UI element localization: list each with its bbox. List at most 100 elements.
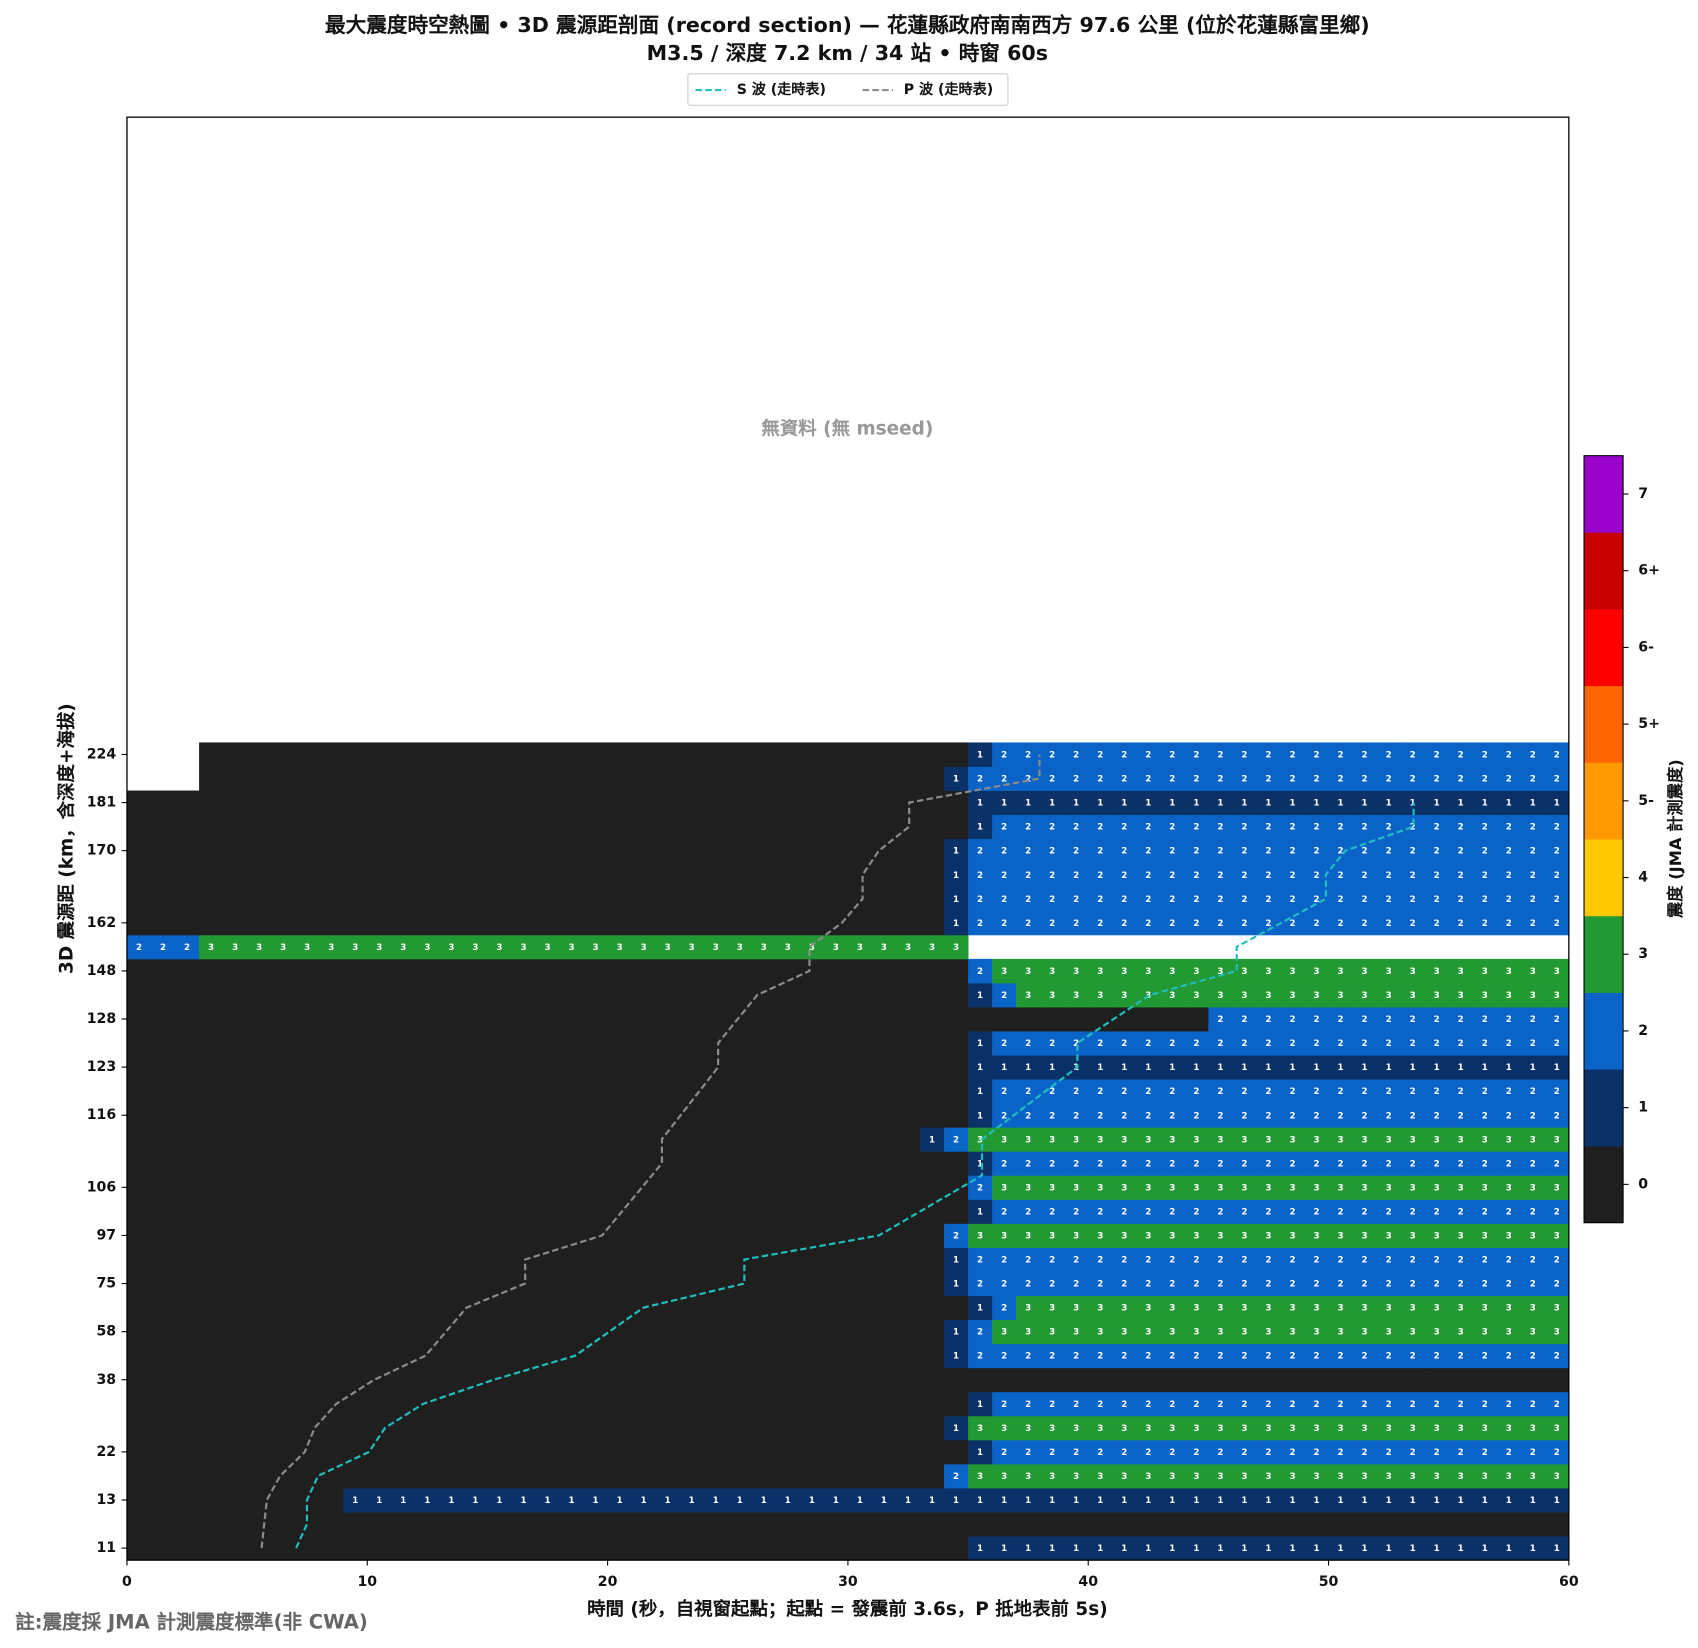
heatmap-cell xyxy=(871,1512,897,1537)
cell-label: 2 xyxy=(1217,871,1223,881)
heatmap-cell xyxy=(895,1512,921,1537)
heatmap-cell xyxy=(1448,1463,1474,1489)
heatmap-cell xyxy=(439,1223,464,1248)
cell-label: 2 xyxy=(1193,1448,1199,1458)
heatmap-cell xyxy=(415,1055,440,1080)
heatmap-cell xyxy=(487,1055,512,1080)
cell-label: 3 xyxy=(809,943,815,953)
cell-label: 2 xyxy=(1530,1039,1536,1049)
heatmap-cell xyxy=(775,934,801,960)
heatmap-cell xyxy=(895,1295,921,1321)
heatmap-cell xyxy=(1136,958,1161,984)
cell-label: 3 xyxy=(1362,1424,1368,1434)
heatmap-cell xyxy=(1064,766,1089,791)
cell-label: 2 xyxy=(1362,1087,1368,1097)
heatmap-cell xyxy=(223,1055,248,1080)
heatmap-cell xyxy=(391,982,416,1008)
heatmap-cell xyxy=(679,814,705,840)
heatmap-cell xyxy=(992,1319,1017,1345)
heatmap-cell xyxy=(1208,814,1233,840)
cell-label: 2 xyxy=(1458,871,1464,881)
heatmap-cell xyxy=(1136,1439,1161,1465)
heatmap-cell xyxy=(944,1006,969,1032)
heatmap-cell xyxy=(631,766,657,791)
heatmap-cell xyxy=(343,1271,368,1297)
heatmap-cell xyxy=(823,1391,849,1417)
heatmap-cell xyxy=(391,1079,416,1104)
heatmap-cell xyxy=(1328,1199,1354,1224)
heatmap-cell xyxy=(1040,958,1065,984)
heatmap-cell xyxy=(920,1415,945,1441)
heatmap-cell xyxy=(751,1439,777,1465)
heatmap-cell xyxy=(1160,1367,1185,1393)
heatmap-cell xyxy=(1424,742,1450,767)
heatmap-cell xyxy=(1088,958,1113,984)
cell-label: 2 xyxy=(1001,1400,1007,1410)
heatmap-cell xyxy=(1208,1151,1233,1176)
heatmap-cell xyxy=(1496,1463,1522,1489)
heatmap-cell xyxy=(631,862,657,888)
cell-label: 1 xyxy=(1458,1496,1464,1506)
cell-label: 3 xyxy=(1482,1424,1488,1434)
cell-label: 1 xyxy=(1265,1496,1271,1506)
heatmap-cell xyxy=(319,790,344,816)
heatmap-cell xyxy=(920,1055,945,1080)
heatmap-cell xyxy=(992,1006,1017,1032)
heatmap-cell xyxy=(1424,1006,1450,1032)
heatmap-cell xyxy=(703,1295,729,1321)
cell-label: 3 xyxy=(1097,1135,1103,1145)
heatmap-cell xyxy=(1520,1343,1546,1369)
heatmap-cell xyxy=(703,1223,729,1248)
heatmap-cell xyxy=(1400,910,1426,936)
heatmap-cell xyxy=(1544,1079,1570,1104)
heatmap-cell xyxy=(1256,790,1281,816)
heatmap-cell xyxy=(1424,1247,1450,1272)
heatmap-cell xyxy=(871,958,897,984)
heatmap-cell xyxy=(1160,1079,1185,1104)
cell-label: 2 xyxy=(1121,1448,1127,1458)
heatmap-cell xyxy=(944,1439,969,1465)
heatmap-cell xyxy=(1184,1439,1209,1465)
heatmap-cell xyxy=(535,910,560,936)
heatmap-cell xyxy=(703,1006,729,1032)
heatmap-cell xyxy=(583,1367,609,1393)
heatmap-cell xyxy=(1064,862,1089,888)
heatmap-cell xyxy=(1160,1536,1185,1561)
cell-label: 2 xyxy=(1386,1448,1392,1458)
heatmap-cell xyxy=(367,1199,392,1224)
heatmap-cell xyxy=(1040,1415,1065,1441)
heatmap-cell xyxy=(751,1391,777,1417)
heatmap-cell xyxy=(992,1343,1017,1369)
cell-label: 2 xyxy=(1289,1400,1295,1410)
cell-label: 2 xyxy=(1362,823,1368,833)
heatmap-cell xyxy=(343,1295,368,1321)
heatmap-cell xyxy=(1376,1536,1402,1561)
heatmap-cell xyxy=(463,1343,488,1369)
heatmap-cell xyxy=(727,742,753,767)
cell-label: 2 xyxy=(1001,1159,1007,1169)
heatmap-cell xyxy=(920,886,945,912)
cell-label: 2 xyxy=(1458,823,1464,833)
cell-label: 2 xyxy=(1362,751,1368,761)
heatmap-cell xyxy=(703,862,729,888)
heatmap-cell xyxy=(1136,1271,1161,1297)
cell-label: 3 xyxy=(1554,1304,1560,1314)
cell-label: 2 xyxy=(1145,1400,1151,1410)
heatmap-cell xyxy=(463,1031,488,1056)
heatmap-cell xyxy=(223,1223,248,1248)
heatmap-cell xyxy=(1208,1271,1233,1297)
heatmap-cell xyxy=(823,910,849,936)
x-tick-label: 40 xyxy=(1078,1574,1098,1590)
heatmap-cell xyxy=(271,766,296,791)
heatmap-cell xyxy=(415,1247,440,1272)
heatmap-cell xyxy=(1280,1487,1305,1513)
heatmap-cell xyxy=(583,1415,609,1441)
cell-label: 2 xyxy=(1338,1111,1344,1121)
heatmap-cell xyxy=(1136,1079,1161,1104)
heatmap-cell xyxy=(583,790,609,816)
cell-label: 3 xyxy=(1121,1472,1127,1482)
cell-label: 1 xyxy=(929,1135,935,1145)
cell-label: 2 xyxy=(1121,1159,1127,1169)
cell-label: 3 xyxy=(1434,1135,1440,1145)
cell-label: 3 xyxy=(1217,1183,1223,1193)
